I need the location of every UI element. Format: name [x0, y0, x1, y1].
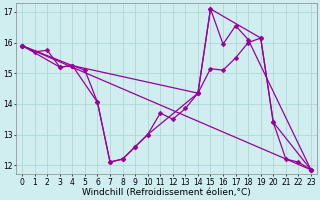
- X-axis label: Windchill (Refroidissement éolien,°C): Windchill (Refroidissement éolien,°C): [82, 188, 251, 197]
